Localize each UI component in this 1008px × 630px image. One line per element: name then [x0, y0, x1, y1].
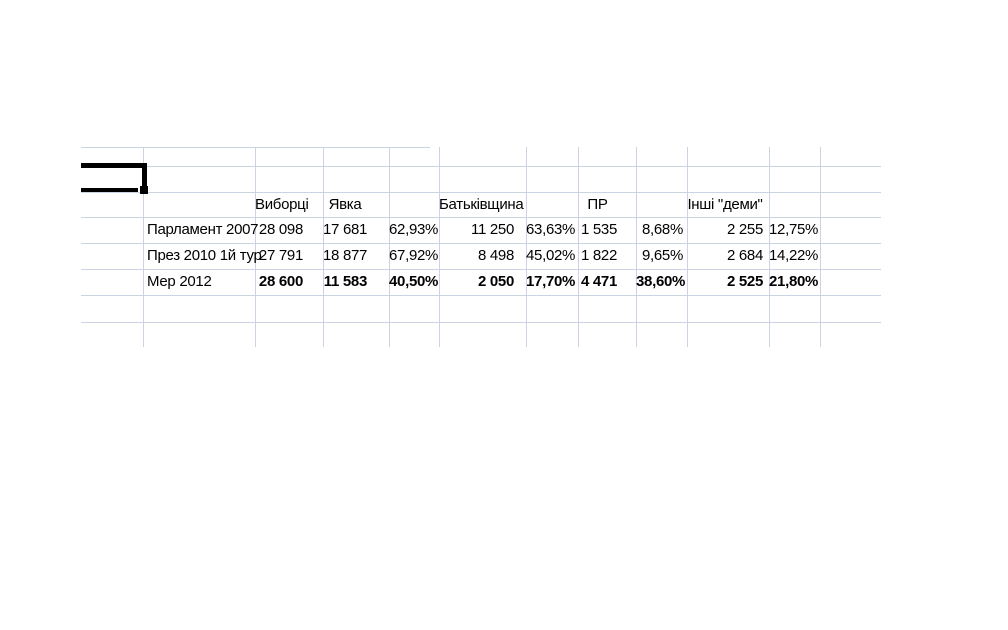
gridline-vertical — [820, 147, 821, 347]
cell[interactable]: 28 098 — [258, 221, 303, 238]
cell[interactable]: 1 535 — [580, 221, 617, 238]
row-label[interactable]: Мер 2012 — [147, 273, 212, 290]
gridline-horizontal — [81, 322, 881, 323]
cell[interactable]: 45,02% — [526, 247, 576, 264]
gridline-horizontal — [81, 192, 881, 193]
selected-cell-border-right — [142, 163, 147, 186]
cell[interactable]: 28 600 — [258, 273, 303, 290]
cell[interactable]: 67,92% — [389, 247, 439, 264]
cell[interactable]: 9,65% — [641, 247, 683, 264]
fill-handle[interactable] — [140, 186, 148, 194]
gridline-vertical — [636, 147, 637, 347]
gridline-horizontal — [81, 269, 881, 270]
column-header[interactable]: Виборці — [255, 196, 309, 213]
gridline-vertical — [143, 147, 144, 347]
cell[interactable]: 14,22% — [769, 247, 819, 264]
cell[interactable]: 40,50% — [389, 273, 439, 290]
cell[interactable]: 1 822 — [580, 247, 617, 264]
cell[interactable]: 2 255 — [726, 221, 763, 238]
cell[interactable]: 2 525 — [726, 273, 763, 290]
gridline-vertical — [769, 147, 770, 347]
gridline-horizontal — [81, 147, 430, 148]
selected-cell-border-bottom — [81, 188, 138, 192]
cell[interactable]: 11 583 — [323, 273, 368, 290]
gridline-vertical — [439, 147, 440, 347]
cell[interactable]: 2 050 — [477, 273, 514, 290]
cell[interactable]: 38,60% — [636, 273, 686, 290]
cell[interactable]: 63,63% — [526, 221, 576, 238]
column-header[interactable]: Інші "деми" — [687, 196, 763, 213]
column-header[interactable]: Батьківщина — [439, 196, 524, 213]
row-label[interactable]: През 2010 1й тур — [147, 247, 262, 264]
gridline-vertical — [389, 147, 390, 347]
cell[interactable]: 4 471 — [580, 273, 617, 290]
cell[interactable]: 17,70% — [526, 273, 576, 290]
gridline-horizontal — [81, 217, 881, 218]
gridline-vertical — [687, 147, 688, 347]
gridline-horizontal — [81, 243, 881, 244]
gridline-horizontal — [81, 295, 881, 296]
cell[interactable]: 27 791 — [258, 247, 303, 264]
row-label[interactable]: Парламент 2007 — [147, 221, 259, 238]
cell[interactable]: 17 681 — [323, 221, 368, 238]
cell[interactable]: 8 498 — [477, 247, 514, 264]
gridline-vertical — [323, 147, 324, 347]
selected-cell-border-top — [81, 163, 147, 168]
cell[interactable]: 18 877 — [323, 247, 368, 264]
cell[interactable]: 62,93% — [389, 221, 439, 238]
gridline-vertical — [255, 147, 256, 347]
cell[interactable]: 8,68% — [641, 221, 683, 238]
cell[interactable]: 11 250 — [471, 221, 514, 238]
gridline-horizontal — [81, 166, 881, 167]
gridline-vertical — [526, 147, 527, 347]
column-header[interactable]: ПР — [587, 196, 608, 213]
cell[interactable]: 12,75% — [769, 221, 819, 238]
cell[interactable]: 2 684 — [726, 247, 763, 264]
cell[interactable]: 21,80% — [769, 273, 819, 290]
column-header[interactable]: Явка — [328, 196, 362, 213]
gridline-vertical — [578, 147, 579, 347]
